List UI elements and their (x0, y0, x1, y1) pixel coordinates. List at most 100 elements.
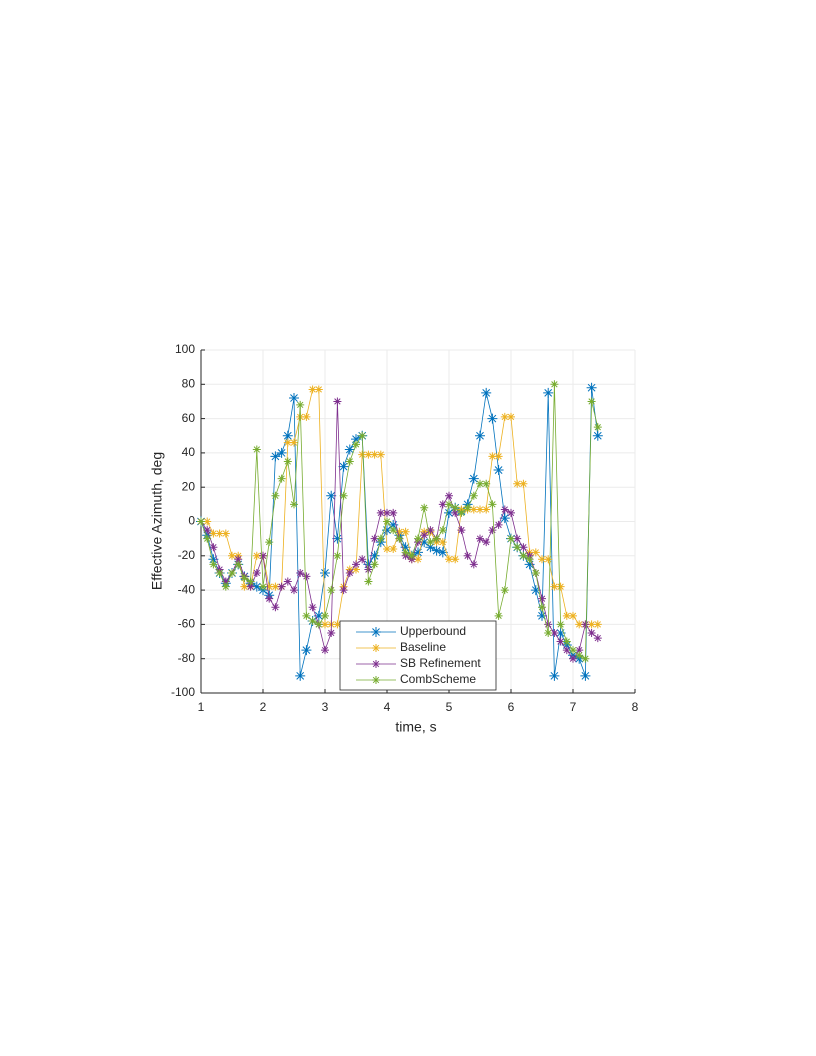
data-point (425, 542, 436, 553)
data-point (438, 500, 447, 509)
data-point (543, 387, 554, 398)
data-point (332, 533, 343, 544)
data-point (252, 445, 261, 454)
data-point (500, 586, 509, 595)
data-point (308, 616, 317, 625)
data-point (276, 447, 287, 458)
data-point (562, 637, 571, 646)
data-point (302, 412, 311, 421)
y-tick-label: 40 (182, 445, 196, 459)
data-point (246, 577, 255, 586)
data-point (302, 572, 311, 581)
data-point (251, 581, 262, 592)
data-point (364, 577, 373, 586)
data-point (507, 508, 515, 517)
legend-box (339, 620, 497, 691)
data-point (519, 479, 528, 488)
data-point (586, 382, 597, 393)
data-point (333, 551, 342, 560)
data-point (488, 500, 497, 509)
data-point (519, 551, 528, 560)
data-point (259, 551, 267, 560)
data-point (296, 568, 305, 577)
data-point (481, 387, 492, 398)
data-point (221, 582, 230, 591)
data-point (475, 430, 485, 441)
data-point (414, 534, 422, 543)
legend-marker (372, 660, 380, 668)
data-point (469, 560, 478, 569)
data-point (208, 554, 219, 565)
y-tick-label: -20 (178, 548, 196, 562)
data-point (265, 538, 274, 547)
data-point (451, 503, 460, 512)
data-point (426, 538, 435, 547)
data-point (538, 555, 546, 564)
data-point (259, 582, 267, 591)
data-point (228, 568, 236, 577)
data-point (277, 474, 286, 483)
legend-marker (371, 627, 381, 637)
data-point (549, 670, 560, 681)
data-point (321, 611, 329, 620)
data-point (580, 670, 591, 681)
y-tick-label: 80 (182, 376, 196, 390)
data-point (327, 628, 336, 637)
legend-marker (372, 676, 380, 684)
legend: Upperbound Baseline SB Refinement CombSchem… (339, 620, 497, 691)
y-tick-label: -40 (178, 582, 196, 596)
data-point (283, 577, 292, 586)
data-point (569, 611, 577, 620)
x-axis-label: time, s (395, 719, 436, 735)
data-point (382, 525, 392, 536)
data-point (395, 527, 404, 536)
data-point (445, 500, 453, 509)
data-point (494, 452, 503, 461)
legend-marker (372, 644, 380, 652)
data-point (197, 517, 205, 526)
data-point (550, 628, 559, 637)
data-point (562, 646, 571, 655)
data-point (469, 491, 478, 500)
x-tick-label: 3 (322, 700, 329, 714)
data-point (476, 505, 484, 514)
data-point (550, 380, 559, 389)
x-tick-label: 8 (632, 700, 639, 714)
data-point (444, 507, 454, 518)
x-tick-label: 6 (508, 700, 515, 714)
data-point (494, 611, 503, 620)
data-point (339, 491, 348, 500)
data-point (499, 513, 510, 524)
data-point (562, 611, 571, 620)
data-point (301, 645, 312, 656)
data-point (333, 397, 342, 406)
data-point (283, 457, 292, 466)
data-point (544, 555, 553, 564)
data-point (370, 534, 379, 543)
data-point (401, 527, 410, 536)
data-point (383, 508, 391, 517)
data-point (476, 479, 484, 488)
data-point (555, 627, 566, 638)
data-point (358, 431, 367, 440)
data-point (457, 526, 466, 535)
data-point (500, 412, 509, 421)
data-point (296, 400, 305, 409)
data-point (507, 534, 515, 543)
x-tick-label: 4 (384, 700, 391, 714)
data-point (524, 559, 535, 570)
data-point (271, 491, 280, 500)
data-point (420, 503, 429, 512)
x-tick-label: 7 (570, 700, 577, 714)
data-point (457, 508, 466, 517)
data-point (370, 450, 379, 459)
data-point (487, 413, 498, 424)
data-point (327, 586, 336, 595)
data-point (538, 603, 546, 612)
data-point (352, 565, 360, 574)
data-point (445, 491, 453, 500)
data-point (438, 538, 447, 547)
data-point (345, 457, 354, 466)
data-point (271, 603, 280, 612)
